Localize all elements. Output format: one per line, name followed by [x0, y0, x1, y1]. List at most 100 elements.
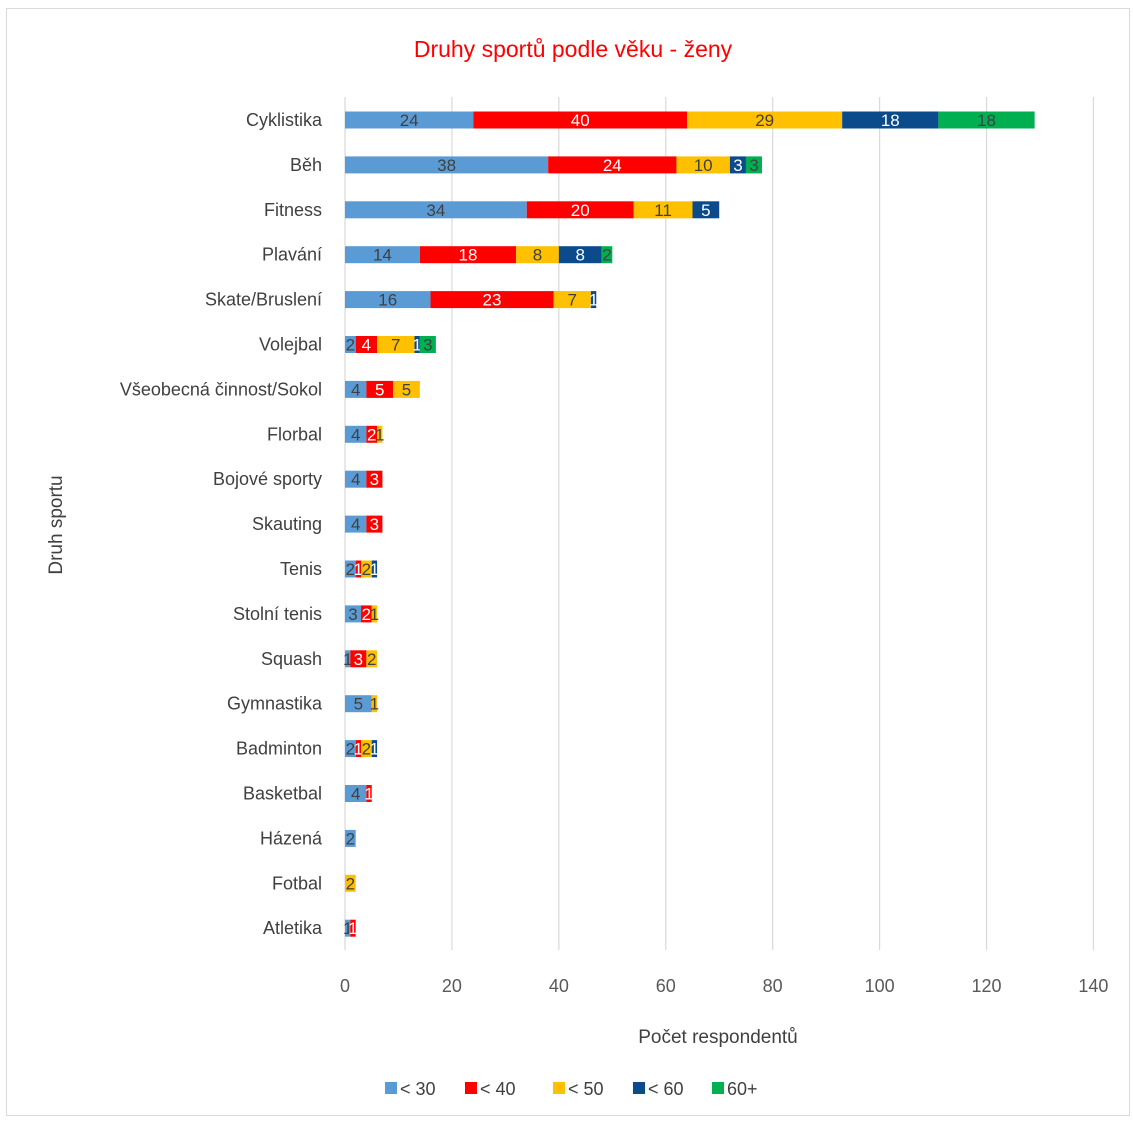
bar-segment-skate-brusleni-series-3	[553, 291, 591, 309]
data-label: 1	[375, 425, 384, 444]
bar-segment-skate-brusleni-series-2	[430, 291, 554, 309]
category-labels: Cyklistika Běh Fitness Plavání Skate/Bruslen…	[120, 110, 323, 938]
data-label: 4	[362, 336, 371, 355]
bar-segment-vseobecna-cinnost-sokol-series-1	[345, 380, 367, 398]
data-label: 4	[351, 425, 360, 444]
category-label-tenis: Tenis	[280, 559, 322, 579]
bar-segment-fitness-series-2	[526, 201, 634, 219]
data-label: 29	[755, 111, 774, 130]
bar-segment-badminton-series-2	[355, 740, 362, 758]
category-label-volejbal: Volejbal	[259, 335, 322, 355]
bar-segment-badminton-series-4	[371, 740, 378, 758]
bar-segment-stolni-tenis-series-1	[345, 605, 362, 623]
data-label: 40	[571, 111, 590, 130]
data-label: 1	[370, 695, 379, 714]
category-label-skauting: Skauting	[252, 514, 322, 534]
x-axis-title: Počet respondentů	[638, 1027, 798, 1048]
data-label: 14	[373, 246, 392, 265]
bar-segment-basketbal-series-1	[345, 785, 367, 802]
data-label: 1	[412, 336, 421, 355]
data-label: 2	[362, 605, 371, 624]
category-label-bojove-sporty: Bojové sporty	[213, 469, 322, 489]
bar-segment-skate-brusleni-series-4	[590, 291, 597, 309]
bar-segment-bojove-sporty-series-1	[345, 470, 367, 488]
x-tick-label: 20	[442, 976, 462, 996]
data-label: 2	[362, 560, 371, 579]
legend-swatch-3	[553, 1082, 565, 1094]
data-label: 3	[370, 470, 379, 489]
data-label: 7	[391, 336, 400, 355]
data-label: 2	[346, 560, 355, 579]
bar-segment-fitness-series-3	[633, 201, 693, 219]
bar-segment-badminton-series-3	[361, 740, 372, 758]
legend-label-4: < 60	[648, 1079, 684, 1099]
x-tick-label: 60	[656, 976, 676, 996]
data-label: 3	[733, 156, 742, 175]
bar-segment-florbal-series-1	[345, 425, 367, 443]
x-tick-label: 80	[763, 976, 783, 996]
data-label: 2	[346, 336, 355, 355]
legend-label-3: < 50	[568, 1079, 604, 1099]
bar-segment-cyklistika-series-3	[687, 111, 843, 129]
bar-segment-volejbal-series-3	[377, 336, 415, 353]
data-label: 4	[351, 380, 360, 399]
category-label-fitness: Fitness	[264, 200, 322, 220]
data-label: 10	[694, 156, 713, 175]
category-label-cyklistika: Cyklistika	[246, 110, 323, 130]
data-label: 1	[364, 785, 373, 804]
bar-segment-squash-series-3	[366, 650, 378, 668]
bar-segment-cyklistika-series-5	[938, 111, 1035, 129]
bar-segment-skauting-series-1	[345, 515, 367, 533]
legend: < 30 < 40 < 50 < 60 60+	[385, 1079, 758, 1099]
bar-segment-tenis-series-2	[355, 560, 362, 578]
data-label: 1	[354, 560, 363, 579]
legend-swatch-5	[712, 1082, 724, 1094]
bar-segment-volejbal-series-4	[414, 336, 420, 353]
bar-segment-beh-series-3	[676, 156, 730, 174]
bar-segment-cyklistika-series-2	[473, 111, 688, 129]
data-label: 8	[575, 246, 584, 265]
category-label-skate-brusleni: Skate/Bruslení	[205, 290, 322, 310]
bar-segment-tenis-series-4	[371, 560, 378, 578]
data-label: 3	[354, 650, 363, 669]
data-label: 23	[483, 291, 502, 310]
bar-segment-squash-series-2	[350, 650, 367, 668]
legend-label-2: < 40	[480, 1079, 516, 1099]
bar-segment-bojove-sporty-series-2	[366, 470, 383, 488]
bar-segment-cyklistika-series-1	[345, 111, 474, 129]
data-label: 1	[348, 919, 357, 938]
chart-title: Druhy sportů podle věku - ženy	[414, 36, 733, 62]
bar-segment-fitness-series-4	[692, 201, 720, 219]
bar-segment-basketbal-series-2	[366, 785, 372, 802]
data-label: 5	[354, 695, 363, 714]
legend-label-1: < 30	[400, 1079, 436, 1099]
data-label: 1	[354, 740, 363, 759]
bar-segment-plavani-series-2	[419, 246, 517, 264]
data-label: 11	[654, 201, 672, 220]
data-label: 1	[589, 291, 598, 310]
data-label: 4	[351, 785, 360, 804]
bar-segment-beh-series-2	[548, 156, 677, 174]
x-tick-label: 0	[340, 976, 350, 996]
bar-segment-plavani-series-1	[345, 246, 420, 264]
data-label: 18	[977, 111, 996, 130]
bar-segment-beh-series-5	[745, 156, 762, 174]
data-label: 16	[378, 291, 397, 310]
category-label-stolni-tenis: Stolní tenis	[233, 604, 322, 624]
data-label: 24	[400, 111, 419, 130]
chart-frame	[6, 8, 1130, 1116]
data-label: 8	[533, 246, 542, 265]
data-label: 1	[370, 605, 379, 624]
bar-segment-vseobecna-cinnost-sokol-series-2	[366, 380, 394, 398]
bar-segment-stolni-tenis-series-3	[371, 605, 378, 623]
x-tick-label: 40	[549, 976, 569, 996]
bar-segment-atletika-series-1	[345, 919, 351, 937]
data-label: 2	[346, 829, 355, 848]
data-label: 2	[346, 874, 355, 893]
data-label: 3	[348, 605, 357, 624]
data-label: 2	[602, 246, 611, 265]
category-label-atletika: Atletika	[263, 918, 323, 938]
data-label: 2	[367, 425, 376, 444]
bar-segment-badminton-series-1	[345, 740, 356, 758]
